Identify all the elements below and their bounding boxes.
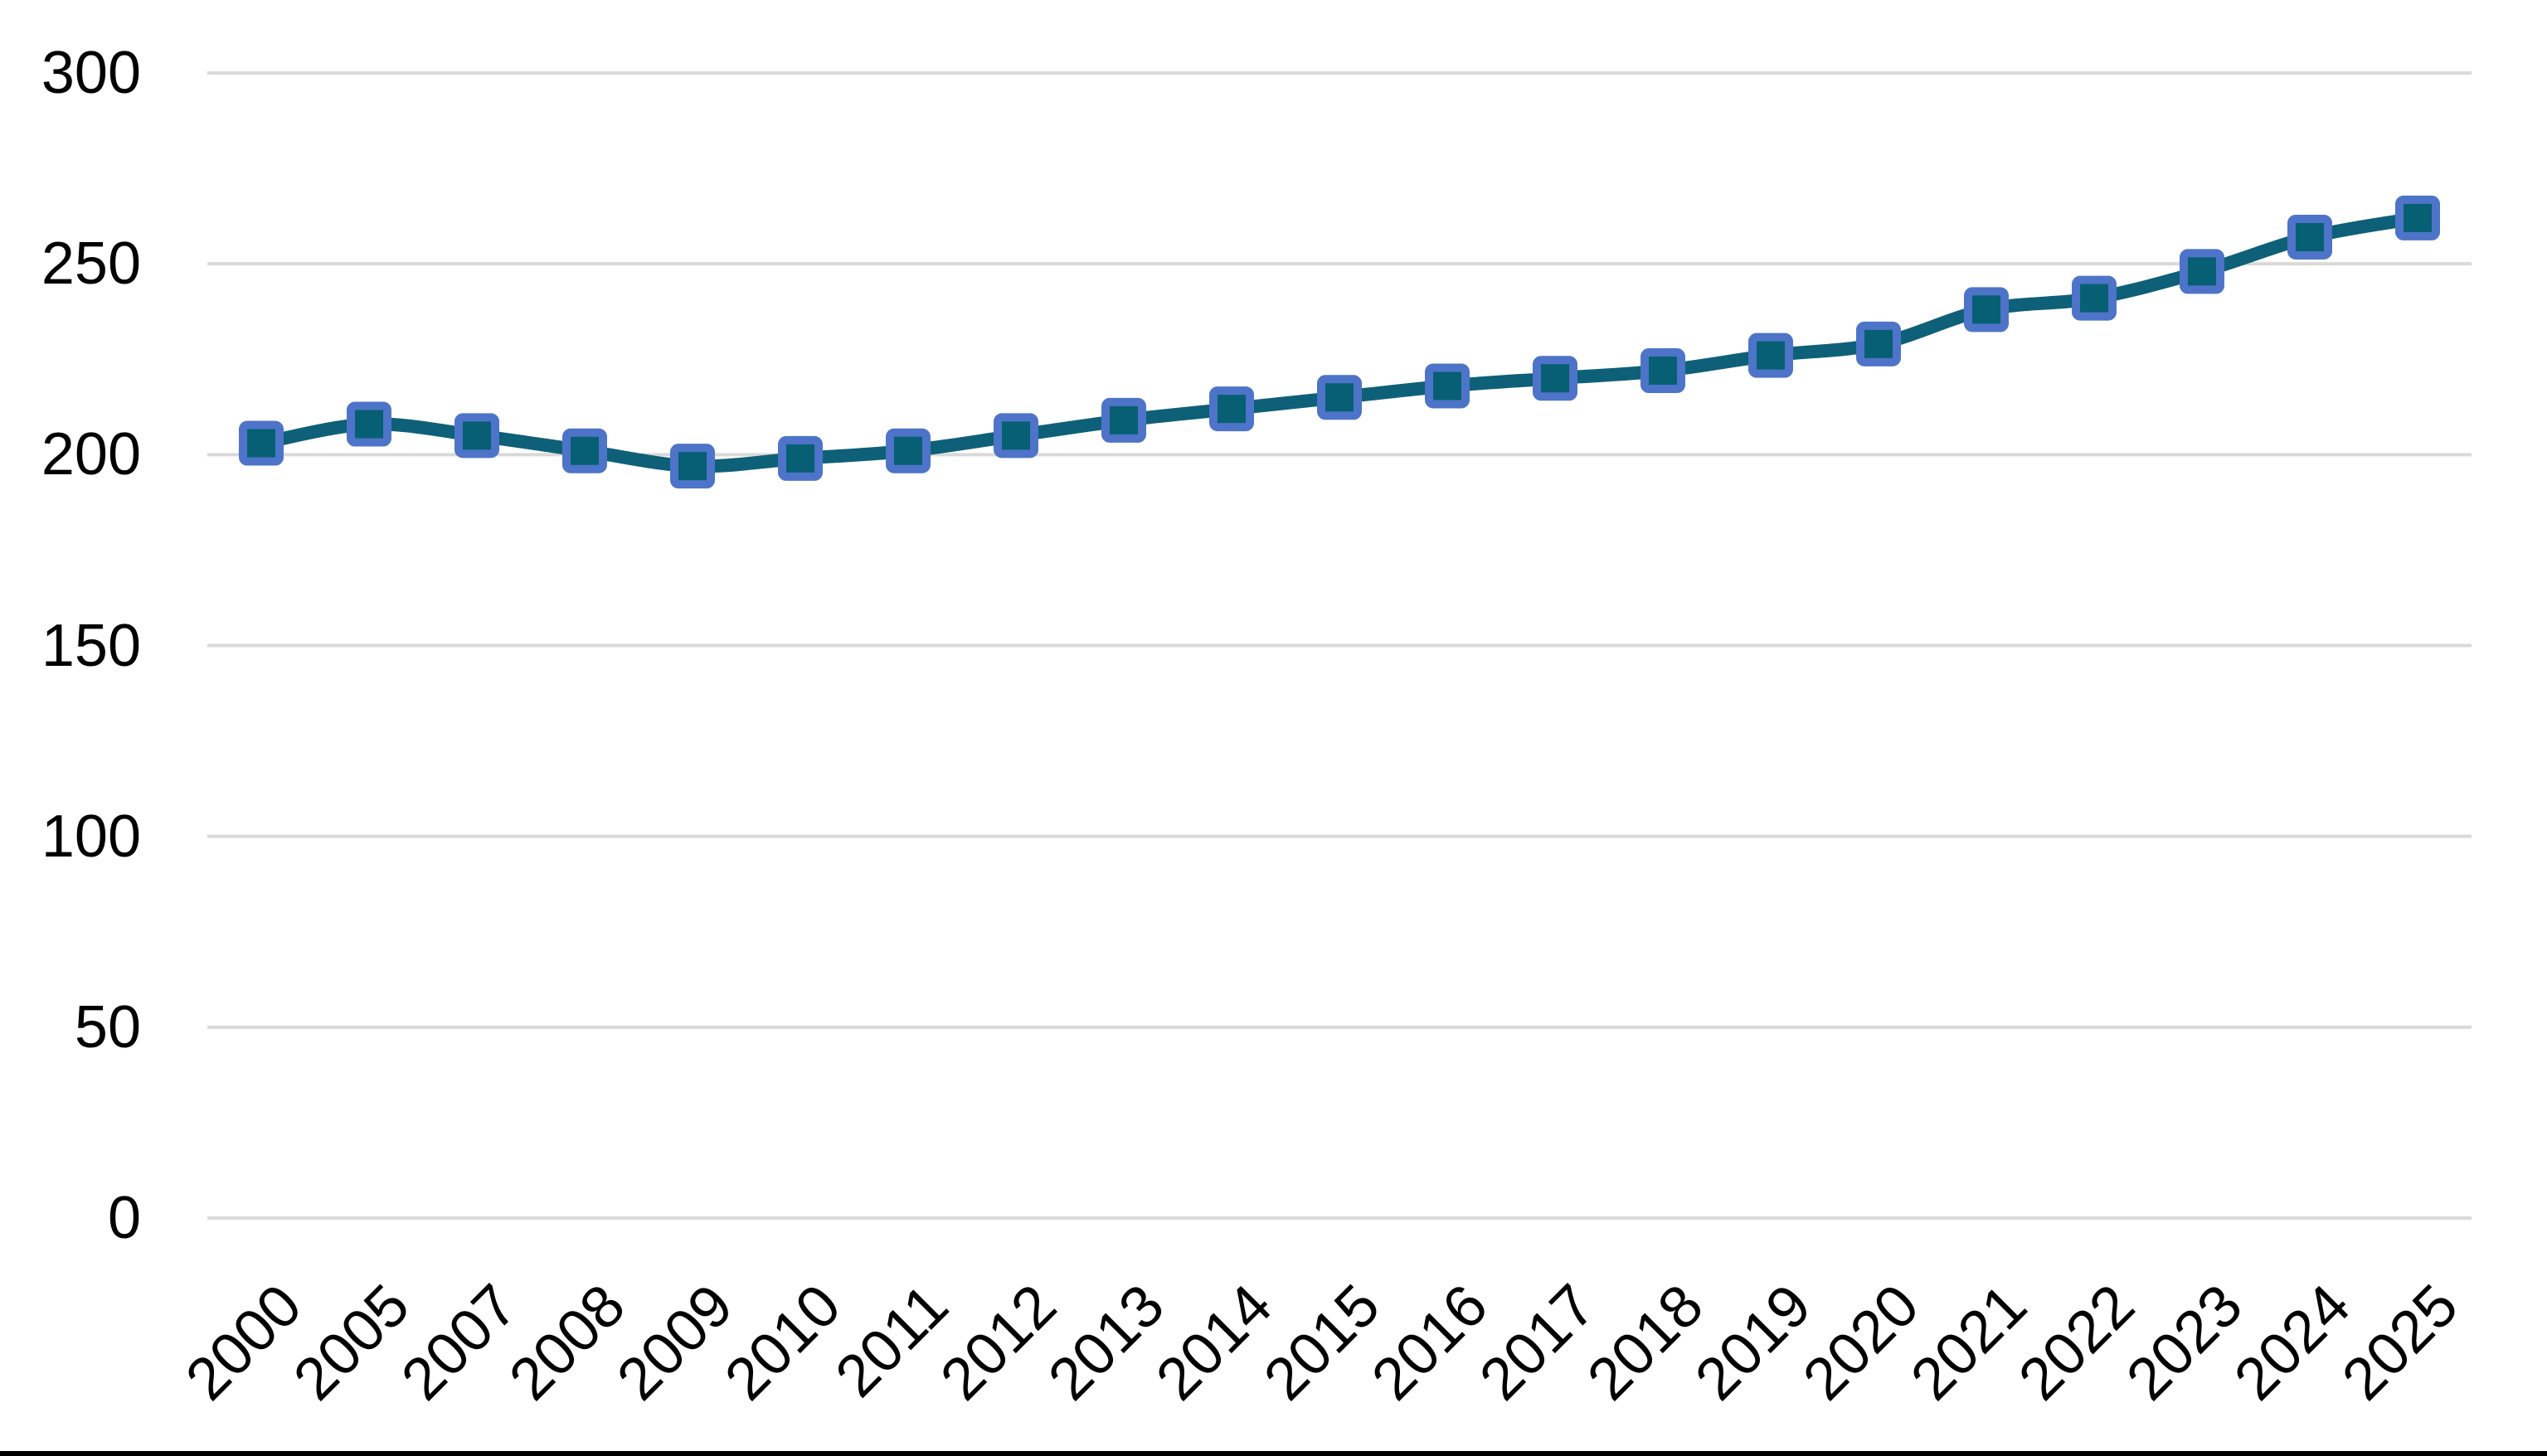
y-tick-label-200: 200 — [41, 421, 141, 488]
data-point-2000 — [239, 420, 284, 466]
data-point-2018 — [1640, 348, 1685, 394]
data-point-2013 — [1101, 397, 1146, 443]
data-point-2014 — [1209, 386, 1254, 432]
data-point-2020 — [1856, 321, 1901, 366]
data-point-2005 — [347, 401, 391, 447]
data-point-2015 — [1317, 375, 1362, 420]
y-tick-label-150: 150 — [41, 612, 141, 679]
data-point-2021 — [1964, 287, 2009, 332]
y-tick-label-250: 250 — [41, 231, 141, 298]
y-tick-label-0: 0 — [107, 1185, 141, 1251]
data-point-2012 — [994, 413, 1038, 459]
data-point-2019 — [1748, 332, 1793, 378]
data-point-2016 — [1425, 363, 1470, 409]
data-point-2024 — [2287, 214, 2332, 260]
y-tick-label-50: 50 — [74, 993, 141, 1060]
chart-bottom-border — [0, 1451, 2547, 1456]
y-tick-label-300: 300 — [41, 40, 141, 106]
y-tick-label-100: 100 — [41, 803, 141, 870]
data-point-2011 — [886, 428, 931, 473]
data-point-2017 — [1533, 356, 1577, 401]
data-point-2022 — [2072, 275, 2117, 321]
data-point-2025 — [2395, 195, 2440, 240]
data-point-2009 — [670, 444, 715, 489]
data-point-2010 — [778, 435, 823, 481]
data-point-2023 — [2180, 249, 2224, 294]
data-point-2008 — [562, 428, 607, 473]
data-point-2007 — [454, 413, 499, 459]
